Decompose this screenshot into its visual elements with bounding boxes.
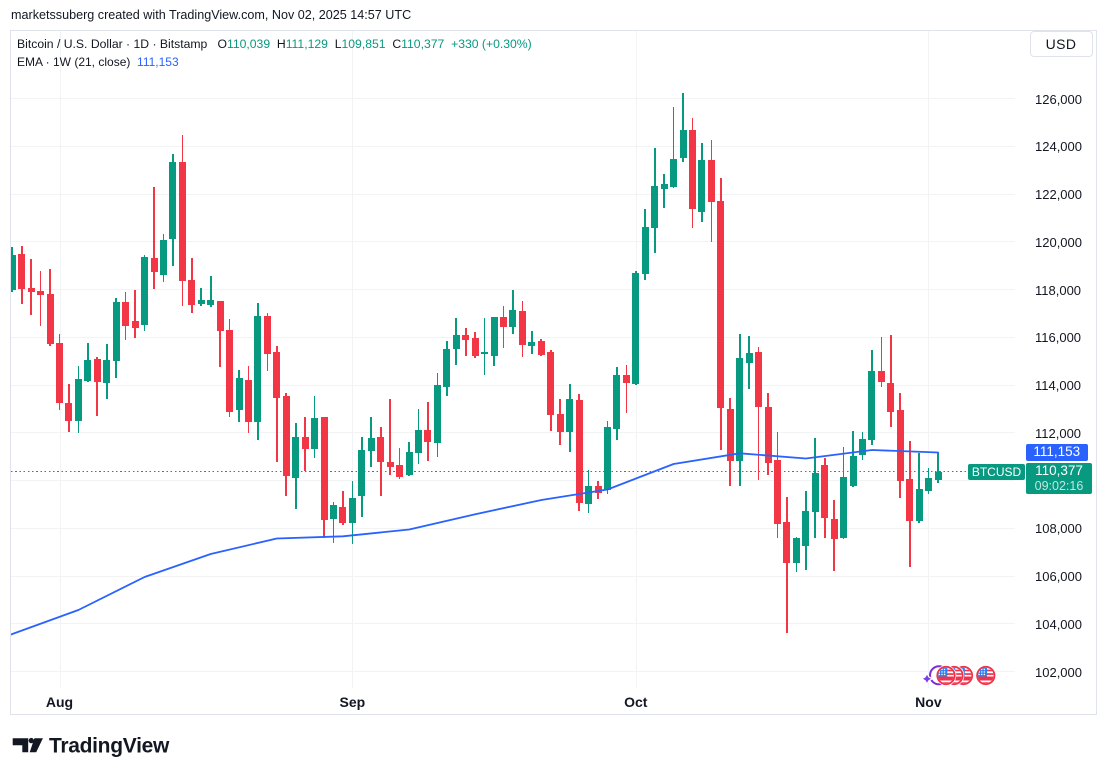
svg-text:TradingView: TradingView — [49, 735, 170, 758]
